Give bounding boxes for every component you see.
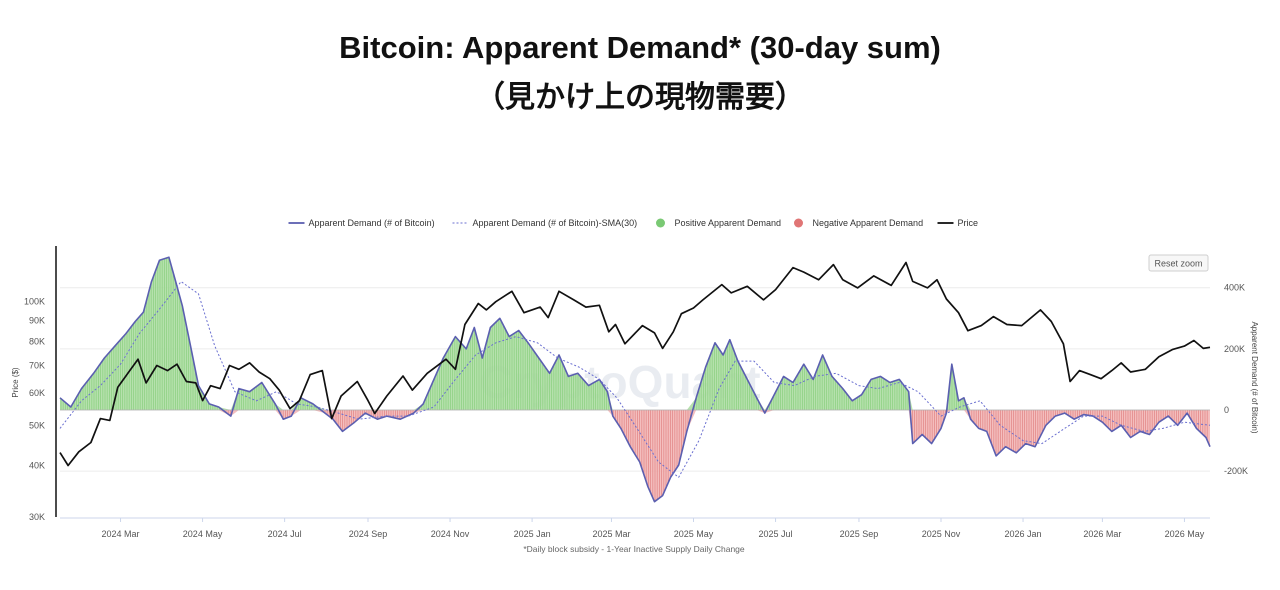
x-tick-label: 2025 Mar: [592, 529, 630, 539]
right-tick-label: 200K: [1224, 344, 1245, 354]
legend-label: Negative Apparent Demand: [813, 218, 924, 228]
left-tick-label: 100K: [24, 297, 45, 307]
left-tick-label: 50K: [29, 421, 45, 431]
x-tick-label: 2025 Jan: [514, 529, 551, 539]
right-tick-label: 0: [1224, 405, 1229, 415]
page-subtitle: （見かけ上の現物需要）: [475, 81, 805, 114]
x-tick-label: 2024 Nov: [431, 529, 470, 539]
left-tick-label: 80K: [29, 337, 45, 347]
legend-label: Positive Apparent Demand: [675, 218, 782, 228]
x-tick-label: 2025 May: [674, 529, 714, 539]
legend-marker: [794, 218, 803, 228]
x-tick-label: 2026 May: [1165, 529, 1205, 539]
legend-item[interactable]: Apparent Demand (# of Bitcoin)-SMA(30): [452, 218, 638, 228]
legend-item[interactable]: Price: [937, 218, 979, 228]
legend-label: Price: [958, 218, 979, 228]
left-tick-label: 90K: [29, 316, 45, 326]
legend: Apparent Demand (# of Bitcoin) Apparent D…: [288, 218, 979, 228]
reset-zoom-label[interactable]: Reset zoom: [1154, 259, 1202, 269]
left-tick-label: 40K: [29, 461, 45, 471]
x-tick-label: 2026 Mar: [1083, 529, 1121, 539]
chart-footnote: *Daily block subsidy - 1-Year Inactive S…: [523, 544, 745, 554]
left-tick-label: 70K: [29, 360, 45, 370]
x-tick-label: 2025 Nov: [922, 529, 961, 539]
legend-item[interactable]: Positive Apparent Demand: [656, 218, 781, 228]
page-title: Bitcoin: Apparent Demand* (30-day sum): [339, 30, 941, 65]
x-tick-label: 2026 Jan: [1005, 529, 1042, 539]
sma-line: [59, 280, 1211, 479]
left-axis-title: Price ($): [11, 367, 20, 398]
legend-item[interactable]: Negative Apparent Demand: [794, 218, 923, 228]
x-tick-label: 2024 May: [183, 529, 223, 539]
legend-label: Apparent Demand (# of Bitcoin): [309, 218, 435, 228]
x-tick-label: 2025 Jul: [759, 529, 793, 539]
x-tick-label: 2024 Sep: [349, 529, 388, 539]
apparent-demand-line: [59, 256, 1211, 503]
price-line: [59, 261, 1211, 467]
reset-zoom-button[interactable]: Reset zoom: [1148, 254, 1209, 272]
right-tick-label: 400K: [1224, 283, 1245, 293]
legend-item[interactable]: Apparent Demand (# of Bitcoin): [288, 218, 435, 228]
x-tick-label: 2024 Jul: [268, 529, 302, 539]
legend-marker: [656, 218, 665, 228]
right-axis-title: Apparent Demand (# of Bitcoin): [1250, 321, 1259, 433]
plot-area: CryptoQuant30K40K50K60K70K80K90K100KPric…: [11, 246, 1259, 539]
legend-label: Apparent Demand (# of Bitcoin)-SMA(30): [473, 218, 638, 228]
negative-demand-area: [60, 410, 1210, 502]
left-tick-label: 30K: [29, 512, 45, 522]
right-tick-label: -200K: [1224, 466, 1248, 476]
x-tick-label: 2024 Mar: [102, 529, 140, 539]
x-tick-label: 2025 Sep: [840, 529, 879, 539]
left-tick-label: 60K: [29, 388, 45, 398]
reset-zoom-box[interactable]: [1148, 254, 1209, 272]
